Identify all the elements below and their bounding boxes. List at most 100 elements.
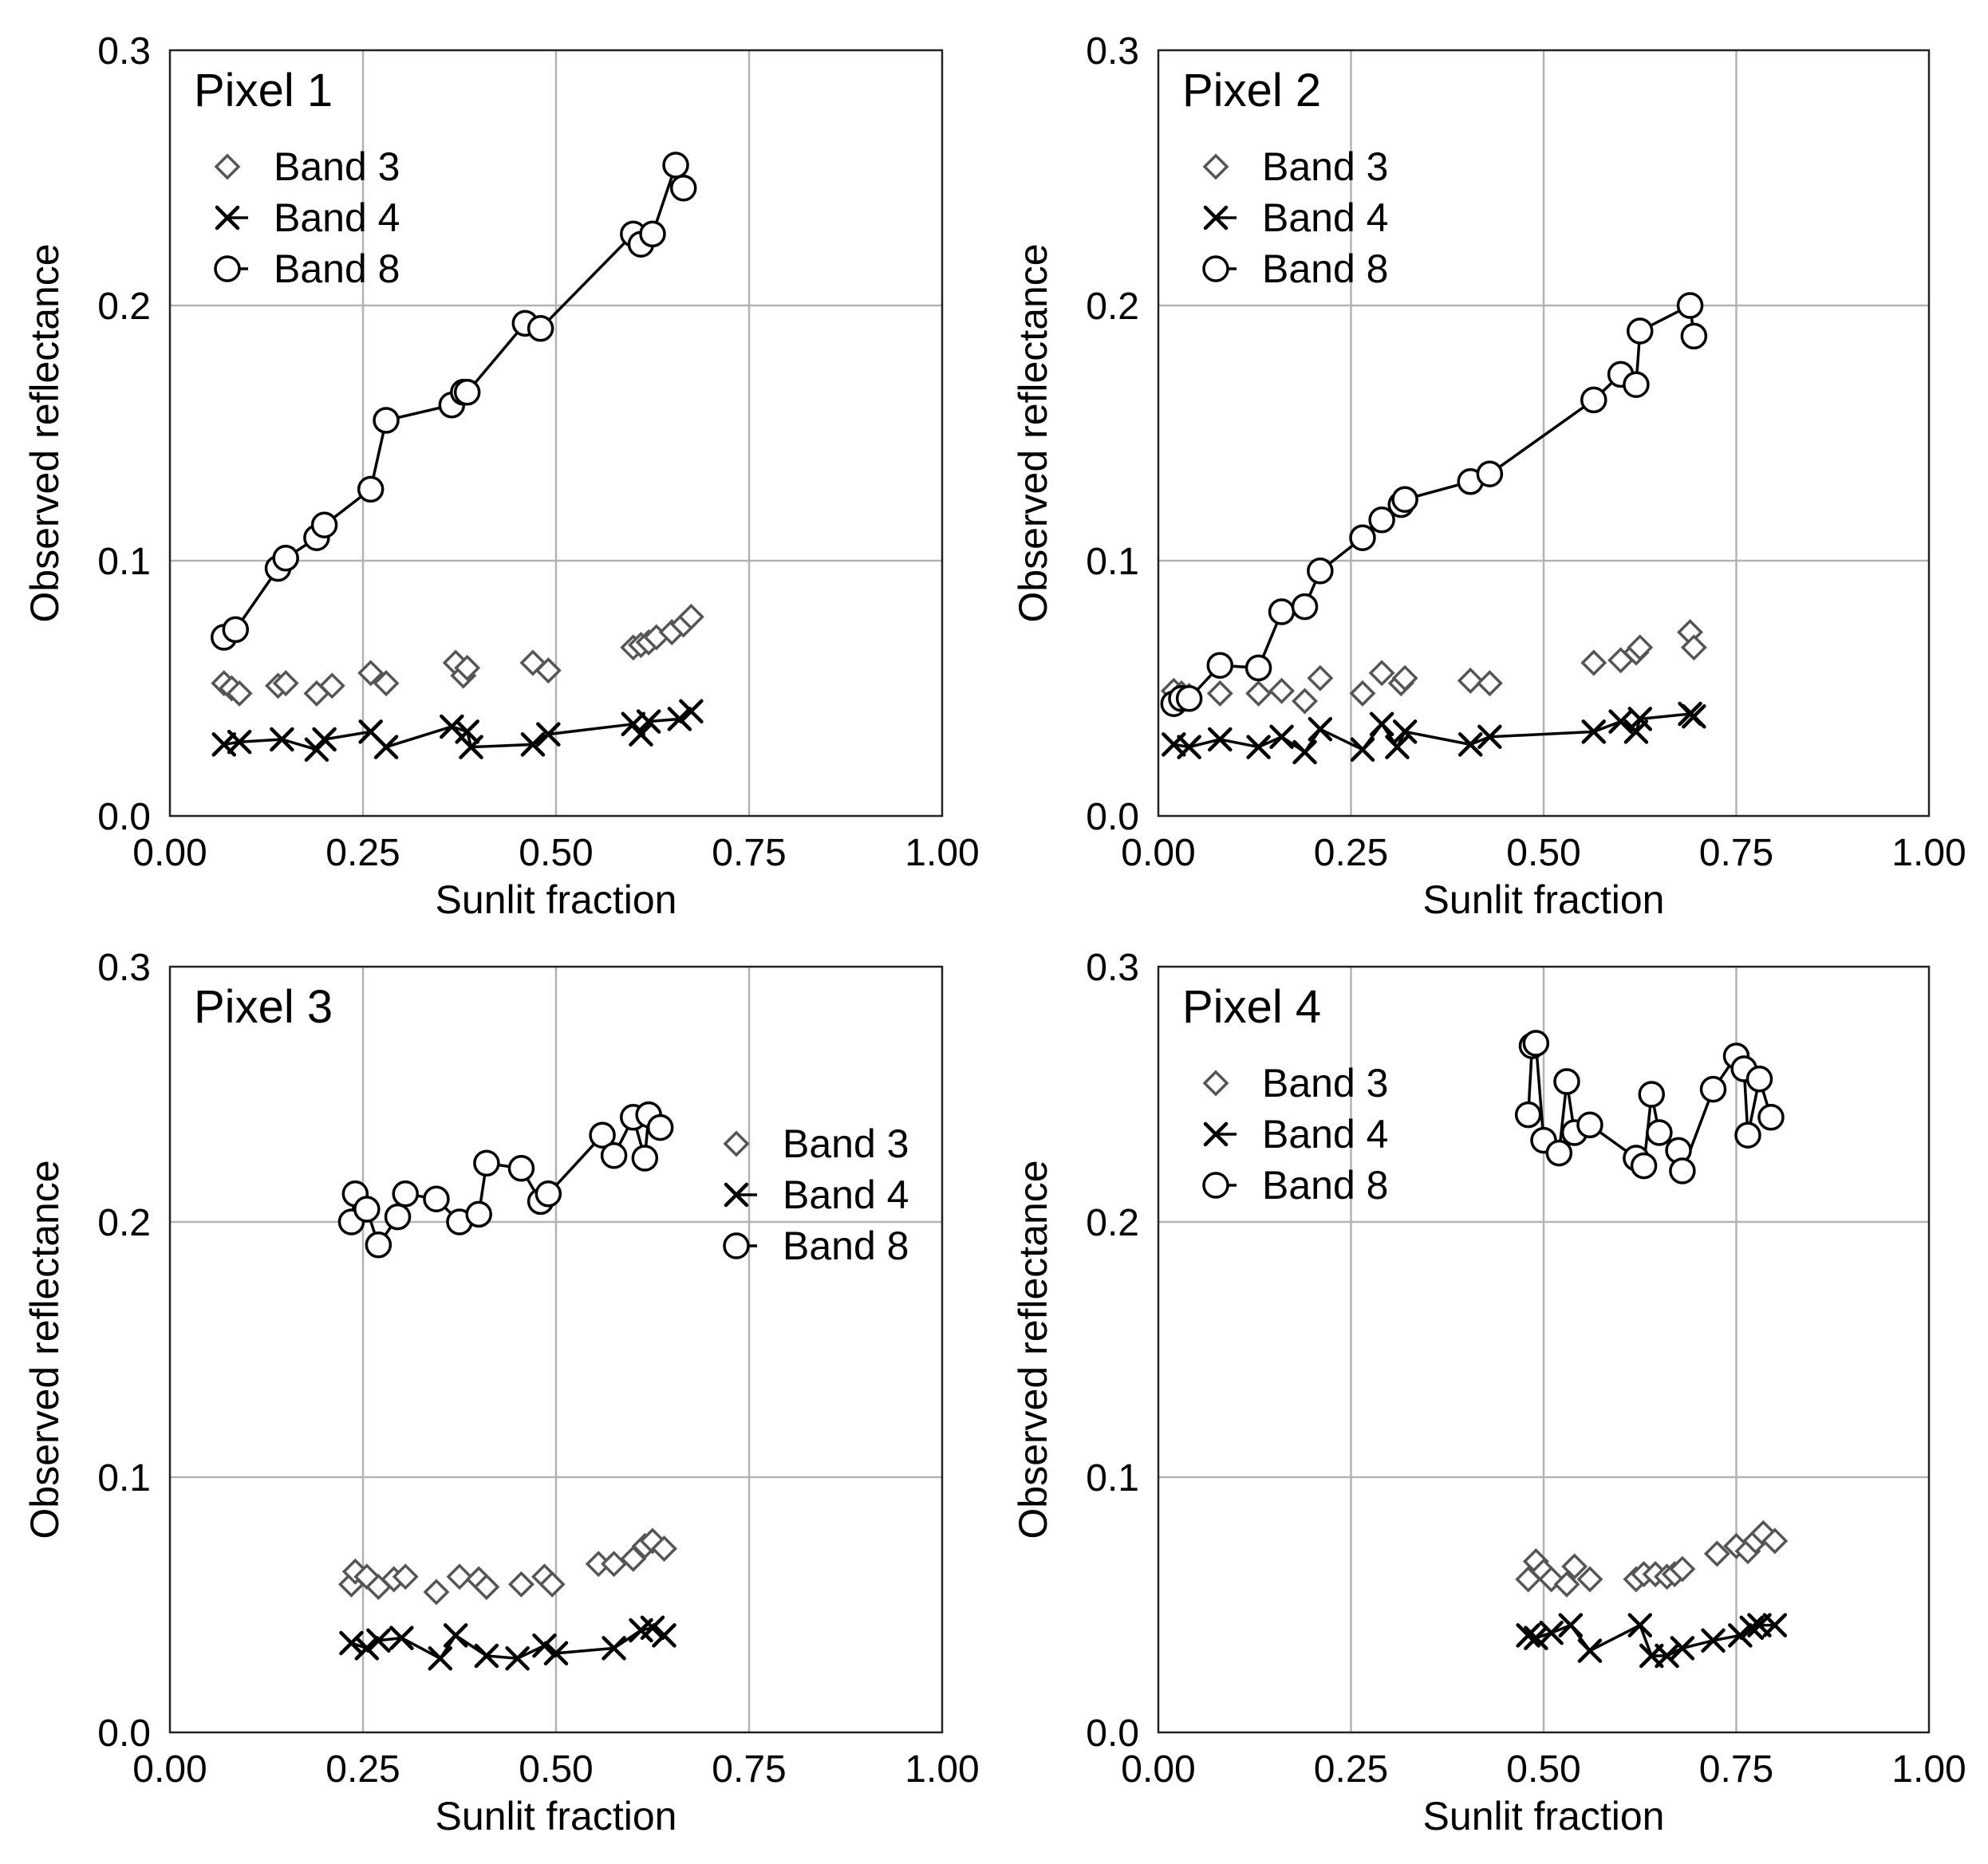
pixel-2-band-8-point-circle-marker	[1680, 322, 1708, 350]
pixel-1-band-4-point-x-marker	[440, 714, 464, 739]
pixel-2-band-8-point-circle-marker	[1175, 685, 1203, 712]
pixel-4-band-4-point-x-marker	[1627, 1613, 1652, 1637]
pixel-2-band-3-point-diamond-marker	[1349, 680, 1376, 707]
pixel-3-band-4-point-x-marker	[602, 1636, 626, 1661]
pixel-2-legend-band-8: Band 8	[1202, 246, 1388, 291]
pixel-1-legend: Band 3 Band 4 Band 8	[214, 144, 400, 291]
pixel-3-band-3-point-diamond-marker	[538, 1570, 566, 1598]
pixel-1-band-8-point-circle-marker	[310, 511, 338, 538]
pixel-2-panel: 0.00 0.25 0.50 0.75 1.00 0.0 0.1 0.2 0.3 Sunlit f…	[1011, 30, 1966, 922]
pixel-4-legend-band-3: Band 3	[1202, 1061, 1388, 1105]
pixel-4-y-axis-title: Observed reflectance	[1011, 1160, 1055, 1539]
pixel-1-band-8-series	[211, 152, 697, 651]
pixel-3-y-tick-label: 0.0	[97, 1712, 151, 1755]
pixel-4-y-tick-label: 0.0	[1086, 1712, 1139, 1755]
pixel-2-band-4-point-x-marker	[1581, 719, 1607, 744]
pixel-4-band-8-point-circle-marker	[1630, 1152, 1658, 1180]
pixel-4-plot-frame	[1157, 965, 1931, 1734]
pixel-1-band-3-point-diamond-marker	[454, 654, 481, 681]
pixel-2-legend-band-4: Band 4	[1203, 195, 1388, 240]
pixel-3-band-8-point-circle-marker	[423, 1185, 450, 1212]
pixel-4-legend-band-8: Band 8	[1202, 1163, 1388, 1208]
pixel-2-band-4-point-x-marker	[1308, 716, 1333, 742]
pixel-1-x-tick-label: 0.50	[519, 832, 593, 874]
pixel-3-band-4-series	[339, 1615, 676, 1671]
pixel-4-band-4-point-x-marker	[1516, 1623, 1540, 1648]
pixel-3-band-4-point-x-marker	[505, 1645, 530, 1671]
pixel-2-band-3-point-diamond-marker	[1268, 677, 1296, 704]
pixel-4-legend-band-3-label: Band 3	[1262, 1061, 1388, 1105]
pixel-4-band-3-point-diamond-marker	[1703, 1540, 1730, 1567]
pixel-3-band-3-point-diamond-marker	[507, 1570, 534, 1598]
pixel-1-band-8-point-circle-marker	[527, 315, 554, 342]
pixel-1-y-tick-label: 0.0	[97, 796, 151, 838]
pixel-3-panel: 0.00 0.25 0.50 0.75 1.00 0.0 0.1 0.2 0.3 Sunlit f…	[22, 947, 980, 1838]
pixel-4-x-tick-label: 0.50	[1506, 1748, 1580, 1791]
pixel-4-band-8-point-circle-marker	[1757, 1104, 1785, 1131]
pixel-4-band-3-point-diamond-marker	[1561, 1553, 1588, 1580]
pixel-3-band-8-series	[337, 1101, 674, 1259]
pixel-4-band-4-series	[1516, 1613, 1788, 1669]
pixel-4-x-tick-label: 0.25	[1314, 1748, 1388, 1791]
pixel-2-band-8-point-circle-marker	[1676, 292, 1704, 319]
pixel-1-legend-band-4-label: Band 4	[274, 195, 400, 240]
pixel-3-legend-band-8-circle-marker	[723, 1232, 750, 1259]
pixel-3-band-4-point-x-marker	[443, 1623, 468, 1648]
pixel-4-band-4-point-x-marker	[1739, 1615, 1765, 1641]
pixel-2-title: Pixel 2	[1182, 65, 1321, 116]
pixel-1-band-3-point-diamond-marker	[272, 670, 299, 697]
pixel-1-legend-band-3-diamond-marker	[214, 153, 241, 180]
pixel-1-band-4-point-x-marker	[520, 732, 546, 757]
pixel-2-legend-band-8-circle-marker	[1202, 255, 1229, 282]
pixel-1-legend-band-8-label: Band 8	[274, 246, 400, 291]
pixel-2-y-tick-label: 0.0	[1086, 796, 1139, 838]
pixel-4-band-3-point-diamond-marker	[1669, 1555, 1696, 1582]
pixel-4-band-8-point-circle-marker	[1745, 1066, 1773, 1093]
pixel-3-band-4-point-x-marker	[543, 1641, 569, 1666]
pixel-1-band-4-point-x-marker	[270, 727, 294, 752]
pixel-4-band-3-point-diamond-marker	[1553, 1570, 1580, 1598]
pixel-1-band-4-point-x-marker	[536, 722, 561, 747]
pixel-2-band-8-point-circle-marker	[1623, 371, 1650, 398]
pixel-1-band-4-point-x-marker	[636, 709, 661, 734]
pixel-3-band-4-point-x-marker	[474, 1643, 499, 1669]
pixel-3-y-axis-title: Observed reflectance	[22, 1160, 67, 1539]
pixel-1-band-3-point-diamond-marker	[226, 680, 253, 707]
pixel-4-legend-band-4: Band 4	[1203, 1112, 1388, 1157]
pixel-2-band-4-point-x-marker	[1392, 719, 1418, 744]
pixel-2-band-3-point-diamond-marker	[1307, 664, 1334, 692]
pixel-1-band-8-point-circle-marker	[662, 152, 689, 179]
pixel-1-band-8-point-circle-marker	[669, 175, 697, 202]
pixel-3-legend-band-3-label: Band 3	[783, 1121, 909, 1166]
pixel-1-band-3-point-diamond-marker	[373, 670, 400, 697]
pixel-3-legend-band-4-label: Band 4	[783, 1172, 909, 1217]
pixel-1-band-8-point-circle-marker	[639, 220, 666, 248]
pixel-4-legend: Band 3 Band 4 Band 8	[1202, 1061, 1388, 1208]
pixel-1-band-4-point-x-marker	[312, 727, 337, 752]
pixel-1-band-8-point-circle-marker	[453, 379, 481, 406]
pixel-2-band-3-point-diamond-marker	[1457, 667, 1484, 694]
pixel-4-legend-band-4-x-marker	[1203, 1121, 1229, 1147]
pixel-1-band-4-point-x-marker	[667, 707, 692, 731]
pixel-1-band-4-point-x-marker	[227, 729, 252, 755]
pixel-4-x-tick-label: 0.75	[1699, 1748, 1773, 1791]
pixel-3-band-8-point-circle-marker	[646, 1113, 674, 1141]
pixel-1-band-4-series	[211, 699, 704, 763]
pixel-3-band-8-point-circle-marker	[600, 1142, 628, 1169]
pixel-1-y-tick-label: 0.2	[97, 286, 151, 328]
pixel-4-band-4-point-x-marker	[1558, 1613, 1584, 1637]
pixel-4-band-8-point-circle-marker	[1545, 1139, 1573, 1167]
pixel-3-band-3-point-diamond-marker	[423, 1578, 450, 1606]
pixel-2-band-8-point-circle-marker	[1349, 524, 1376, 551]
pixel-4-y-tick-label: 0.3	[1086, 947, 1139, 989]
pixel-3-band-3-point-diamond-marker	[392, 1563, 419, 1590]
pixel-2-band-4-point-x-marker	[1246, 735, 1271, 759]
pixel-1-x-tick-label: 0.75	[712, 832, 786, 874]
pixel-4-band-8-point-circle-marker	[1522, 1030, 1550, 1057]
pixel-3-x-tick-label: 1.00	[905, 1748, 979, 1791]
pixel-1-band-3-point-diamond-marker	[357, 660, 385, 687]
pixel-3-band-3-point-diamond-marker	[601, 1551, 628, 1578]
pixel-3-band-3-point-diamond-marker	[473, 1574, 500, 1601]
pixel-2-band-3-point-diamond-marker	[1206, 680, 1233, 707]
